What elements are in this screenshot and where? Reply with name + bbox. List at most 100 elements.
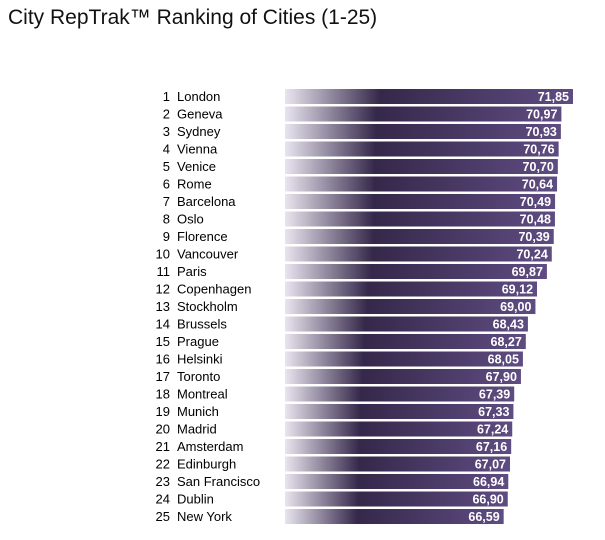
bar: [285, 176, 558, 192]
value-label: 68,27: [491, 335, 522, 349]
rank-label: 14: [156, 317, 170, 332]
bar: [285, 124, 561, 139]
bar: [285, 264, 547, 279]
bar: [285, 246, 552, 262]
rank-label: 25: [156, 509, 170, 524]
value-label: 67,33: [478, 405, 509, 419]
bar: [285, 474, 509, 489]
value-label: 70,49: [520, 195, 551, 209]
city-label: Stockholm: [177, 299, 238, 314]
bar: [285, 141, 559, 157]
rank-label: 2: [163, 107, 170, 122]
value-label: 67,16: [476, 440, 507, 454]
city-label: London: [177, 89, 220, 104]
bar: [285, 351, 523, 367]
rank-label: 24: [156, 492, 170, 507]
city-label: Vienna: [177, 142, 218, 157]
value-label: 70,64: [522, 178, 553, 192]
bar: [285, 404, 514, 419]
rank-label: 4: [163, 142, 170, 157]
value-label: 69,00: [500, 300, 531, 314]
rank-label: 10: [156, 247, 170, 262]
rank-label: 1: [163, 89, 170, 104]
bar: [285, 299, 536, 314]
rank-label: 5: [163, 159, 170, 174]
value-label: 70,76: [523, 143, 554, 157]
value-label: 67,39: [479, 388, 510, 402]
rank-label: 22: [156, 457, 170, 472]
bar: [285, 334, 526, 349]
bar: [285, 316, 528, 332]
rank-label: 11: [157, 264, 171, 279]
city-label: Helsinki: [177, 352, 223, 367]
rank-label: 19: [156, 404, 170, 419]
rank-label: 20: [156, 422, 170, 437]
bar: [285, 439, 512, 454]
value-label: 70,39: [518, 230, 549, 244]
city-label: Montreal: [177, 387, 228, 402]
city-label: Paris: [177, 264, 207, 279]
value-label: 70,24: [516, 248, 547, 262]
city-label: Toronto: [177, 369, 220, 384]
city-label: Rome: [177, 177, 212, 192]
value-label: 70,48: [520, 213, 551, 227]
rank-label: 12: [156, 282, 170, 297]
city-label: Venice: [177, 159, 216, 174]
bar: [285, 281, 538, 297]
value-label: 69,12: [502, 283, 533, 297]
rank-label: 17: [156, 369, 170, 384]
rank-label: 13: [156, 299, 170, 314]
rank-label: 15: [156, 334, 170, 349]
city-label: Sydney: [177, 124, 221, 139]
bar: [285, 106, 562, 122]
value-label: 68,43: [493, 318, 524, 332]
city-label: Copenhagen: [177, 282, 251, 297]
city-label: Amsterdam: [177, 439, 243, 454]
rank-label: 16: [156, 352, 170, 367]
value-label: 66,90: [472, 493, 503, 507]
city-label: Edinburgh: [177, 457, 236, 472]
city-label: Vancouver: [177, 247, 239, 262]
value-label: 67,24: [477, 423, 508, 437]
bar: [285, 421, 513, 437]
bar: [285, 159, 558, 174]
chart-title: City RepTrak™ Ranking of Cities (1-25): [8, 6, 378, 29]
rank-label: 3: [163, 124, 170, 139]
bar: [285, 211, 555, 227]
bar: [285, 194, 556, 209]
city-label: Madrid: [177, 422, 217, 437]
rank-label: 9: [163, 229, 170, 244]
city-label: San Francisco: [177, 474, 260, 489]
city-label: Prague: [177, 334, 219, 349]
value-label: 66,94: [473, 475, 504, 489]
city-label: Brussels: [177, 317, 227, 332]
city-label: Dublin: [177, 492, 214, 507]
rank-label: 6: [163, 177, 170, 192]
bar: [285, 491, 508, 507]
city-label: Barcelona: [177, 194, 236, 209]
city-label: New York: [177, 509, 232, 524]
value-label: 70,97: [526, 108, 557, 122]
bar: [285, 229, 554, 244]
value-label: 71,85: [538, 90, 569, 104]
rank-label: 18: [156, 387, 170, 402]
value-label: 68,05: [488, 353, 519, 367]
rank-label: 7: [163, 194, 170, 209]
bar: [285, 89, 573, 104]
value-label: 70,70: [523, 160, 554, 174]
value-label: 67,90: [486, 370, 517, 384]
value-label: 70,93: [526, 125, 557, 139]
city-label: Geneva: [177, 107, 223, 122]
bar: [285, 456, 510, 472]
bar: [285, 509, 504, 524]
bar: [285, 386, 515, 402]
rank-label: 21: [156, 439, 170, 454]
city-label: Oslo: [177, 212, 204, 227]
value-label: 69,87: [512, 265, 543, 279]
value-label: 66,59: [468, 510, 499, 524]
city-label: Munich: [177, 404, 219, 419]
value-label: 67,07: [475, 458, 506, 472]
bar: [285, 369, 521, 384]
city-label: Florence: [177, 229, 228, 244]
